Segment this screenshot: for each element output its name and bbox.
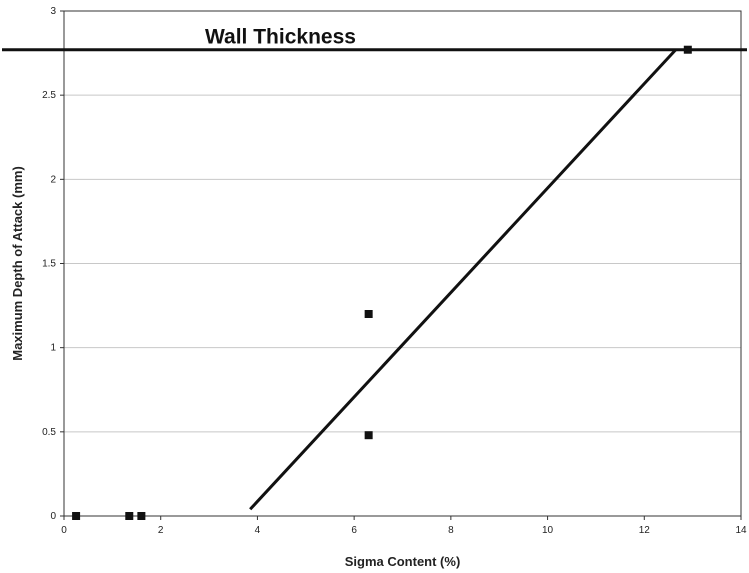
data-point (125, 512, 134, 520)
x-tick-label: 10 (542, 525, 554, 536)
data-point (72, 512, 81, 520)
data-point (364, 310, 373, 318)
y-tick-label: 0 (50, 511, 56, 522)
y-tick-label: 1 (50, 343, 56, 354)
x-tick-label: 8 (448, 525, 454, 536)
x-tick-label: 12 (639, 525, 651, 536)
x-tick-label: 14 (735, 525, 747, 536)
y-tick-label: 0.5 (42, 427, 56, 438)
data-point (683, 45, 692, 54)
x-tick-label: 6 (351, 525, 357, 536)
y-tick-label: 1.5 (42, 259, 56, 270)
x-axis-ticks: 0 2 4 6 8 10 12 14 (61, 516, 747, 536)
y-axis-label: Maximum Depth of Attack (mm) (10, 166, 25, 361)
x-tick-label: 0 (61, 525, 67, 536)
y-axis-ticks: 0 0.5 1 1.5 2 2.5 3 (42, 6, 64, 522)
trend-line (249, 48, 677, 511)
wall-thickness-annotation: Wall Thickness (2, 26, 747, 52)
y-tick-label: 2.5 (42, 90, 56, 101)
x-tick-label: 4 (255, 525, 261, 536)
x-axis-label: Sigma Content (%) (345, 554, 461, 569)
data-points (72, 45, 692, 520)
data-point (364, 431, 373, 440)
x-tick-label: 2 (158, 525, 164, 536)
data-point (137, 512, 146, 520)
wall-thickness-label: Wall Thickness (205, 26, 356, 49)
y-tick-label: 3 (50, 6, 56, 17)
y-tick-label: 2 (50, 174, 56, 185)
gridlines (64, 94, 741, 433)
